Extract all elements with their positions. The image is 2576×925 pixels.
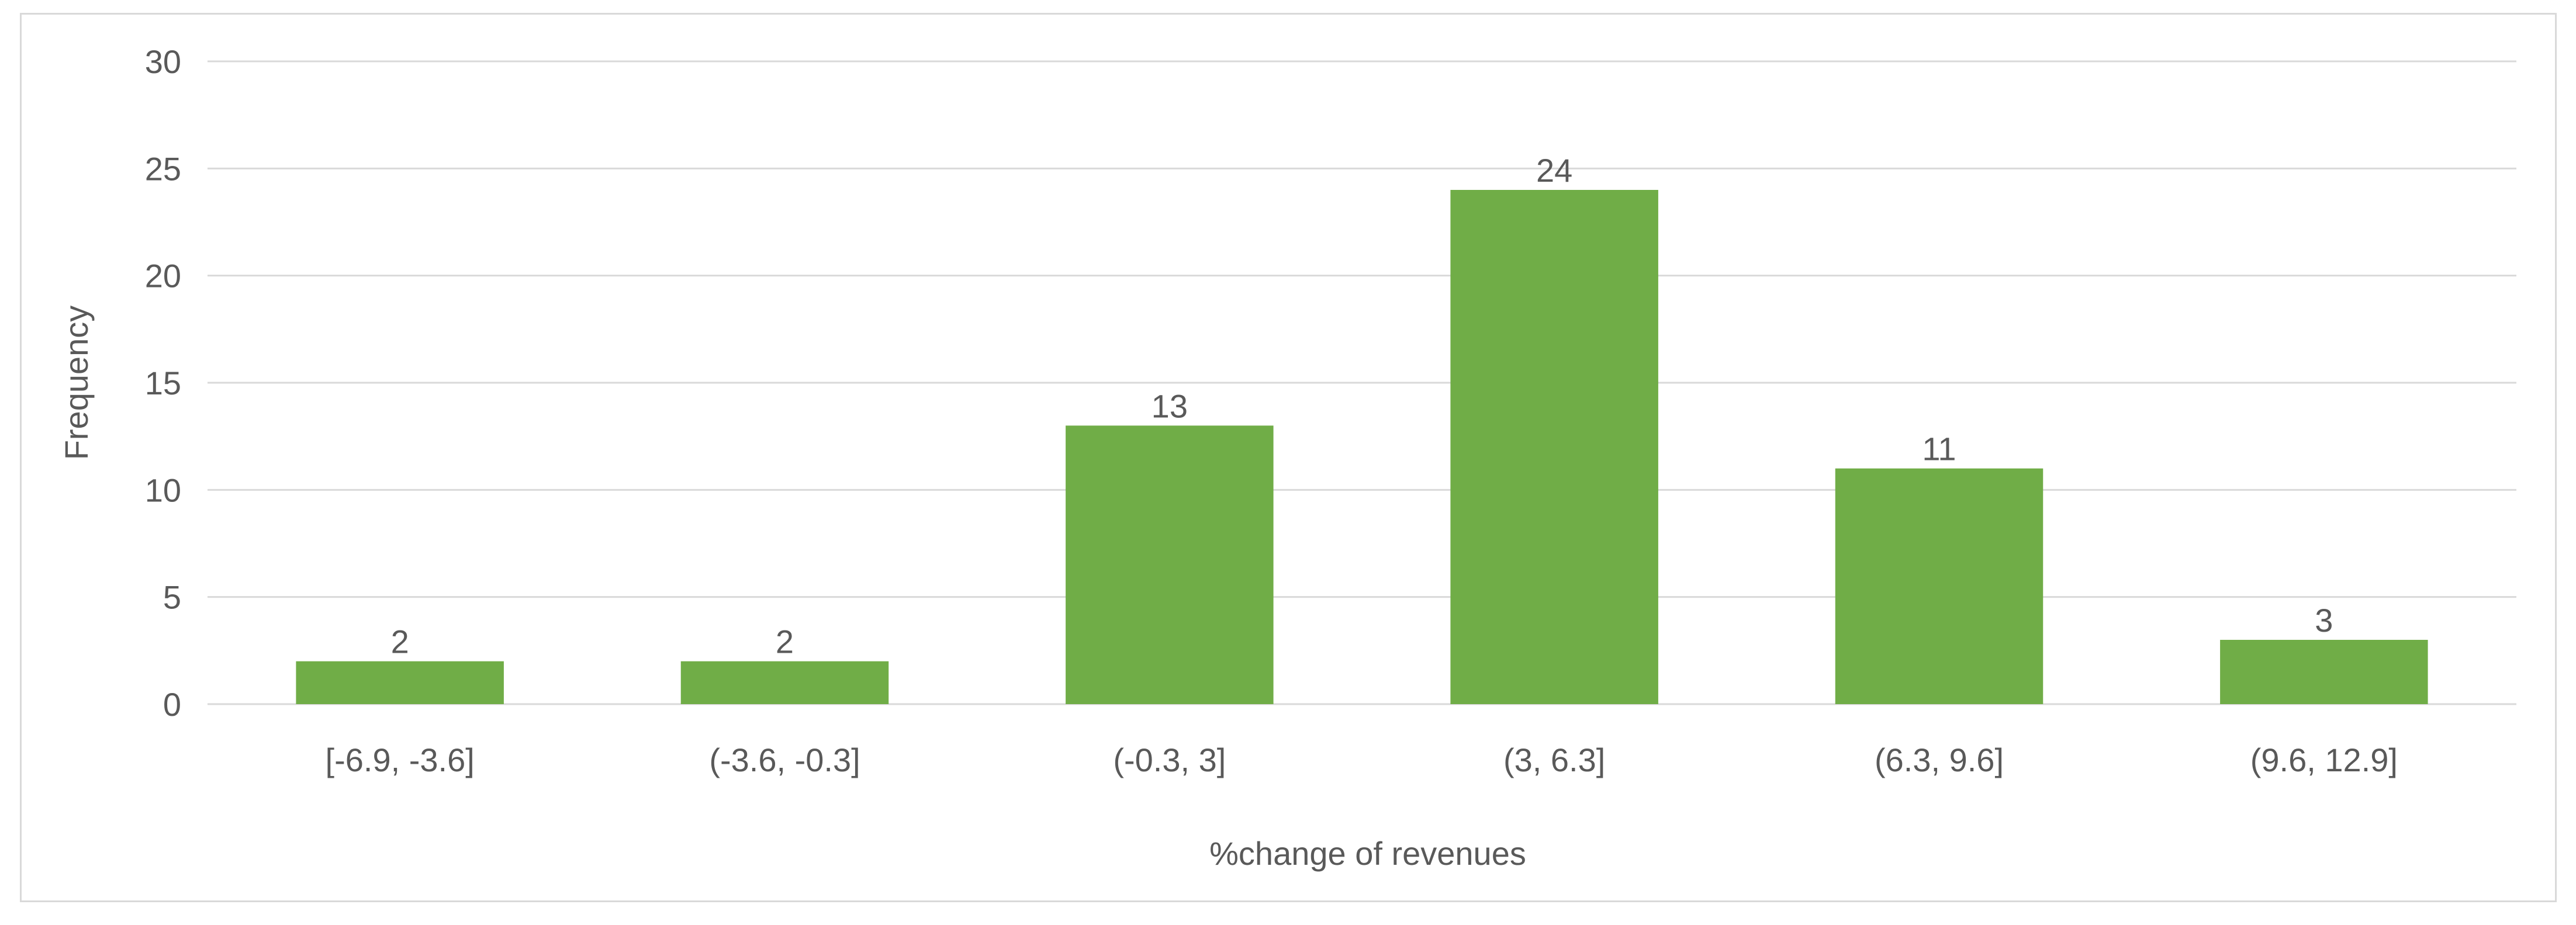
bars [296, 190, 2428, 704]
y-tick-label: 15 [145, 365, 181, 401]
data-label: 24 [1536, 152, 1572, 189]
gridlines [208, 60, 2516, 705]
bar [296, 661, 504, 704]
data-label: 2 [391, 623, 409, 660]
bar [680, 661, 889, 704]
y-tick-label: 0 [163, 686, 181, 723]
y-tick-label: 20 [145, 258, 181, 295]
data-label: 2 [776, 623, 794, 660]
x-axis-tick-labels: [-6.9, -3.6] (-3.6, -0.3] (-0.3, 3] (3, 6.3… [326, 742, 2398, 778]
y-tick-label: 10 [145, 472, 181, 508]
x-tick-label: (6.3, 9.6] [1875, 742, 2004, 778]
data-label: 11 [1922, 431, 1956, 467]
y-tick-label: 25 [145, 150, 181, 187]
x-axis-title: %change of revenues [1209, 835, 1526, 872]
x-tick-label: (9.6, 12.9] [2250, 742, 2398, 778]
x-tick-label: (-0.3, 3] [1113, 742, 1226, 778]
data-labels: 2 2 13 24 11 3 [391, 152, 2333, 660]
chart-frame [20, 13, 2557, 902]
y-axis-tick-labels: 0 5 10 15 20 25 30 [145, 43, 181, 723]
x-tick-label: (-3.6, -0.3] [709, 742, 860, 778]
bar [1450, 190, 1658, 704]
data-label: 13 [1152, 387, 1188, 424]
y-axis-title: Frequency [58, 306, 95, 460]
y-tick-label: 30 [145, 43, 181, 80]
y-tick-label: 5 [163, 579, 181, 616]
x-tick-label: (3, 6.3] [1503, 742, 1605, 778]
bar [2220, 640, 2428, 704]
x-tick-label: [-6.9, -3.6] [326, 742, 475, 778]
data-label: 3 [2315, 602, 2333, 639]
bar [1066, 425, 1274, 704]
bar [1835, 468, 2043, 704]
